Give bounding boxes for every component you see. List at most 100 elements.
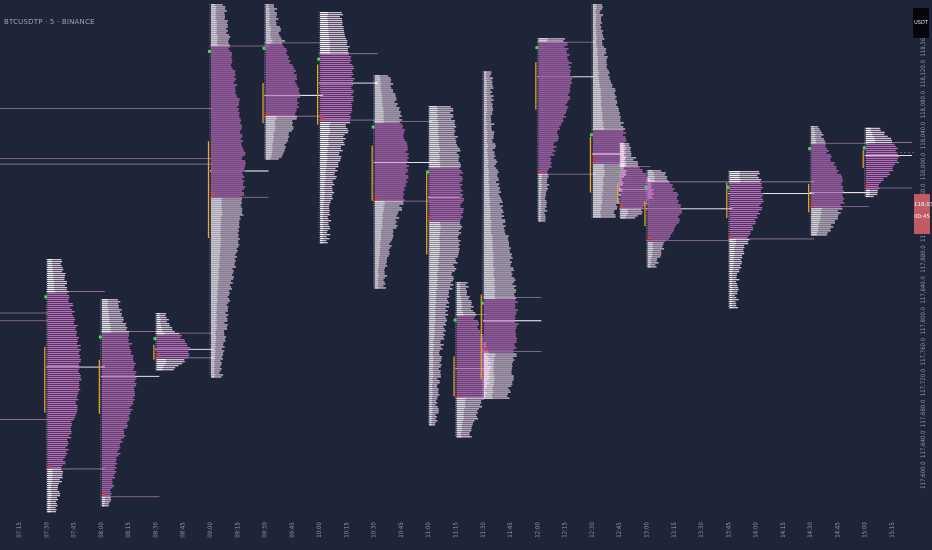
tpo-row — [811, 228, 831, 230]
tpo-row — [456, 414, 477, 416]
tpo-row-head — [429, 164, 441, 166]
tpo-row — [811, 170, 839, 172]
tpo-row — [47, 311, 75, 313]
tpo-row-head — [374, 101, 382, 103]
tpo-row-head — [592, 14, 597, 16]
tpo-row — [729, 299, 739, 301]
tpo-row — [538, 134, 559, 136]
tpo-row — [538, 98, 570, 100]
tpo-row — [483, 211, 504, 213]
tpo-row — [429, 300, 449, 302]
tpo-row — [101, 417, 130, 419]
tpo-row-head — [210, 270, 219, 272]
tpo-row-head — [429, 128, 438, 130]
tpo-row — [483, 229, 505, 231]
tpo-row-head — [647, 250, 653, 252]
tpo-row — [101, 431, 125, 433]
close-marker — [156, 353, 160, 357]
tpo-row-head — [429, 406, 433, 408]
tpo-row — [429, 272, 453, 274]
tpo-row-head — [483, 205, 491, 207]
tpo-row — [483, 315, 515, 317]
tpo-row — [156, 343, 187, 345]
tpo-row-head — [429, 308, 435, 310]
tpo-row — [320, 148, 341, 150]
tpo-row — [729, 301, 736, 303]
tpo-row-head — [210, 226, 221, 228]
tpo-row — [210, 136, 243, 138]
tpo-row — [592, 62, 607, 64]
tpo-row-head — [374, 249, 380, 251]
tpo-row — [811, 198, 845, 200]
tpo-row — [483, 233, 506, 235]
close-marker — [374, 197, 378, 201]
tpo-row-head — [320, 142, 329, 144]
tpo-row-head — [265, 28, 271, 30]
tpo-row — [374, 207, 403, 209]
tpo-row-head — [429, 152, 439, 154]
tpo-row — [320, 146, 341, 148]
tpo-row-head — [811, 222, 820, 224]
tpo-row-head — [811, 132, 815, 134]
x-tick-label: 11:15 — [453, 522, 460, 538]
tpo-row — [429, 228, 461, 230]
tpo-row-head — [156, 329, 163, 331]
tpo-row — [265, 124, 293, 126]
tpo-row-head — [47, 493, 52, 495]
tpo-row — [620, 173, 647, 175]
tpo-row-head — [210, 16, 216, 18]
tpo-row — [101, 453, 121, 455]
tpo-row — [101, 313, 122, 315]
tpo-row — [210, 326, 227, 328]
tpo-row-head — [101, 325, 111, 327]
tpo-row — [101, 407, 130, 409]
tpo-row — [647, 236, 671, 238]
tpo-row-head — [210, 306, 218, 308]
tpo-row — [647, 210, 682, 212]
tpo-row-head — [210, 332, 216, 334]
tpo-row — [210, 308, 228, 310]
tpo-row — [456, 320, 478, 322]
tpo-row — [265, 36, 281, 38]
tpo-row — [210, 206, 242, 208]
tpo-row — [620, 207, 644, 209]
tpo-row — [210, 112, 240, 114]
tpo-row — [538, 160, 551, 162]
tpo-row-head — [483, 389, 493, 391]
tpo-row — [47, 391, 79, 393]
tpo-row — [429, 366, 441, 368]
tpo-row — [210, 150, 245, 152]
tpo-row — [483, 173, 498, 175]
tpo-row-head — [320, 238, 324, 240]
tpo-row — [210, 298, 230, 300]
price-axis[interactable]: 118,160.0118,120.0118,080.0118,040.0118,… — [920, 29, 927, 489]
y-tick-label: 117,800.0 — [920, 306, 927, 334]
tpo-row — [865, 147, 898, 150]
tpo-row — [210, 214, 244, 216]
tpo-row-head — [592, 188, 603, 190]
tpo-row — [483, 397, 510, 399]
tpo-row — [456, 312, 476, 314]
tpo-row-head — [210, 214, 223, 216]
tpo-row-head — [429, 382, 433, 384]
y-tick-label: 117,760.0 — [920, 337, 927, 365]
tpo-row — [729, 307, 739, 309]
tpo-row — [320, 32, 345, 34]
tpo-row — [538, 68, 570, 70]
tpo-row — [729, 213, 760, 215]
tpo-row-head — [483, 199, 491, 201]
tpo-row — [729, 205, 760, 207]
tpo-row-head — [429, 412, 433, 414]
tpo-row-head — [47, 289, 55, 291]
tpo-row — [320, 52, 349, 54]
tpo-row — [210, 328, 228, 330]
time-axis[interactable]: 07:15 07:30 07:45 08:00 08:15 08:30 08:45 09:00… — [16, 522, 896, 538]
tpo-row — [538, 136, 559, 138]
tpo-row — [429, 392, 439, 394]
tpo-row-head — [156, 325, 162, 327]
currency-badge[interactable]: USDT — [913, 8, 929, 38]
tpo-row-head — [483, 165, 488, 167]
tpo-row-head — [456, 282, 461, 284]
tpo-row — [374, 165, 409, 167]
